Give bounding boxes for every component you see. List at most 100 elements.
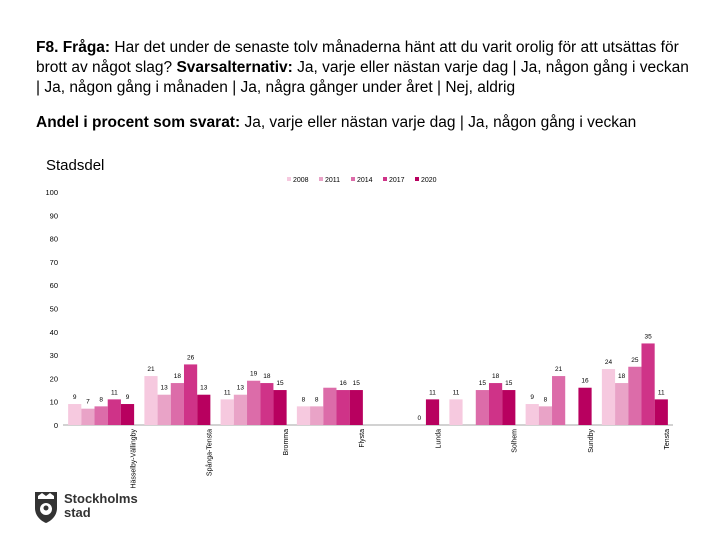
answer-share-label: Andel i procent som svarat:: [36, 114, 241, 131]
logo-line-2: stad: [64, 505, 91, 520]
bar-2014: [628, 366, 642, 425]
y-tick-label: 50: [50, 305, 58, 314]
data-label: 21: [555, 366, 563, 373]
bar-2014: [170, 383, 184, 425]
legend-label: 2011: [325, 177, 340, 184]
data-label: 18: [263, 373, 271, 380]
city-crest-icon: [35, 492, 57, 523]
stockholm-logo: Stockholms stad: [34, 490, 174, 526]
data-label: 8: [544, 396, 548, 403]
question-prefix: F8. Fråga:: [36, 39, 111, 56]
bar-2011: [538, 406, 553, 425]
bar-2020: [578, 387, 592, 425]
category-label: Hässelby-Vällingby: [130, 429, 137, 489]
bar-2017: [183, 364, 198, 425]
bar-2008: [144, 376, 158, 425]
logo-line-1: Stockholms: [64, 491, 138, 506]
bar-2008: [68, 404, 82, 425]
category-label: Sundby: [588, 429, 595, 453]
bar-2008: [449, 399, 463, 425]
bar-2014: [323, 387, 337, 425]
data-label: 13: [237, 385, 245, 392]
bar-2011: [310, 406, 324, 425]
category-label: Spånga-Tensta: [206, 429, 214, 476]
data-label: 11: [658, 389, 665, 396]
logo-text: Stockholms stad: [64, 492, 138, 520]
bar-2020: [654, 399, 668, 425]
data-label: 13: [161, 385, 169, 392]
bar-2008: [601, 369, 616, 425]
data-label: 16: [581, 378, 589, 385]
category-label: Solhem: [512, 429, 519, 453]
y-tick-label: 40: [50, 328, 58, 337]
data-label: 15: [353, 380, 361, 387]
y-tick-label: 80: [50, 235, 58, 244]
data-label: 18: [492, 373, 500, 380]
legend-label: 2008: [293, 177, 309, 184]
category-label: Bromma: [283, 429, 290, 456]
legend-label: 2014: [357, 177, 373, 184]
legend-label: 2017: [389, 177, 405, 184]
bar-2020: [502, 390, 516, 425]
answer-share-text: Ja, varje eller nästan varje dag | Ja, n…: [244, 114, 637, 131]
category-label: Tensta: [664, 429, 671, 450]
chart-title: Stadsdel: [46, 157, 105, 174]
data-label: 15: [505, 380, 513, 387]
data-label: 9: [126, 394, 130, 401]
bar-2014: [475, 390, 489, 425]
data-label: 8: [99, 396, 103, 403]
y-tick-label: 10: [50, 398, 58, 407]
bar-2020: [349, 390, 363, 425]
data-label: 18: [174, 373, 182, 380]
bar-2020: [425, 399, 440, 425]
bar-2017: [107, 399, 121, 425]
bar-2017: [488, 383, 503, 425]
legend-swatch-2008: [287, 177, 291, 181]
y-tick-label: 60: [50, 281, 58, 290]
category-label: Lunda: [435, 429, 442, 449]
data-label: 11: [111, 389, 118, 396]
legend-swatch-2020: [415, 177, 419, 181]
data-label: 18: [618, 373, 626, 380]
data-label: 19: [250, 371, 258, 378]
bar-2014: [552, 376, 566, 425]
data-label: 9: [530, 394, 534, 401]
data-label: 8: [302, 396, 306, 403]
bar-2011: [157, 394, 171, 425]
bar-2011: [81, 408, 95, 425]
answer-share-heading: Andel i procent som svarat: Ja, varje el…: [36, 113, 696, 133]
legend-swatch-2014: [351, 177, 355, 181]
bar-2011: [233, 394, 248, 425]
alternatives-text: Ja, varje eller nästan varje dag | Ja, n…: [36, 59, 689, 96]
bar-2008: [296, 406, 311, 425]
bar-2014: [247, 380, 261, 425]
data-label: 26: [187, 354, 195, 361]
bar-2020: [197, 394, 211, 425]
bar-2017: [641, 343, 655, 425]
question-text: Har det under de senaste tolv månaderna …: [36, 39, 679, 76]
data-label: 15: [479, 380, 487, 387]
legend-label: 2020: [421, 177, 437, 184]
data-label: 8: [315, 396, 319, 403]
y-tick-label: 70: [50, 258, 58, 267]
bar-2008: [220, 399, 234, 425]
data-label: 0: [418, 415, 422, 422]
y-tick-label: 0: [54, 421, 58, 430]
bar-2014: [94, 406, 108, 425]
bar-2017: [260, 383, 274, 425]
bar-2008: [525, 404, 539, 425]
legend-swatch-2017: [383, 177, 387, 181]
data-label: 15: [276, 380, 284, 387]
data-label: 35: [644, 333, 652, 340]
data-label: 7: [86, 399, 90, 406]
data-label: 24: [605, 359, 613, 366]
data-label: 25: [631, 357, 639, 364]
bar-2020: [273, 390, 287, 425]
question-heading: F8. Fråga: Har det under de senaste tolv…: [36, 38, 696, 98]
category-label: Flysta: [359, 429, 366, 448]
y-tick-label: 90: [50, 211, 58, 220]
bar-2017: [336, 390, 350, 425]
data-label: 11: [453, 389, 460, 396]
data-label: 16: [339, 380, 347, 387]
